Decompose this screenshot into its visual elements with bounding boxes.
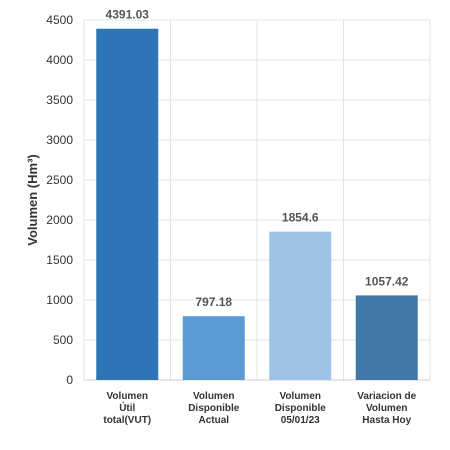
data-label: 4391.03 <box>106 8 150 22</box>
x-tick-label: Variacion de <box>357 391 416 402</box>
x-tick-label: Actual <box>198 415 229 426</box>
data-label: 1057.42 <box>365 274 409 288</box>
y-tick-label: 3000 <box>46 133 73 147</box>
data-label: 797.18 <box>195 295 232 309</box>
y-tick-label: 1500 <box>46 253 73 267</box>
x-tick-label: Volumen <box>280 391 321 402</box>
x-tick-label: total(VUT) <box>103 415 151 426</box>
x-tick-label: Útil <box>119 401 135 414</box>
bars-layer <box>96 28 418 381</box>
y-tick-label: 2500 <box>46 173 73 187</box>
x-tick-label: Disponible <box>275 403 327 414</box>
x-tick-label: 05/01/23 <box>281 415 320 426</box>
y-tick-label: 500 <box>53 333 73 347</box>
bar[interactable] <box>182 316 245 380</box>
bar[interactable] <box>269 231 332 380</box>
x-tick-label: Volumen <box>366 403 407 414</box>
x-tick-label: Volumen <box>107 391 148 402</box>
y-axis-title: Volumen (Hm³) <box>25 154 40 245</box>
y-tick-label: 4000 <box>46 53 73 67</box>
y-tick-label: 4500 <box>46 13 73 27</box>
y-tick-label: 3500 <box>46 93 73 107</box>
x-tick-label: Hasta Hoy <box>362 415 411 426</box>
bar[interactable] <box>96 28 159 381</box>
x-tick-label: Disponible <box>188 403 240 414</box>
y-tick-label: 0 <box>66 373 73 387</box>
data-label: 1854.6 <box>282 211 319 225</box>
bar[interactable] <box>355 295 418 380</box>
y-tick-label: 2000 <box>46 213 73 227</box>
x-tick-label: Volumen <box>193 391 234 402</box>
y-tick-label: 1000 <box>46 293 73 307</box>
labels-layer: 0 500 1000 1500 2000 2500 3000 3500 4000 4500 4391… <box>46 8 416 426</box>
